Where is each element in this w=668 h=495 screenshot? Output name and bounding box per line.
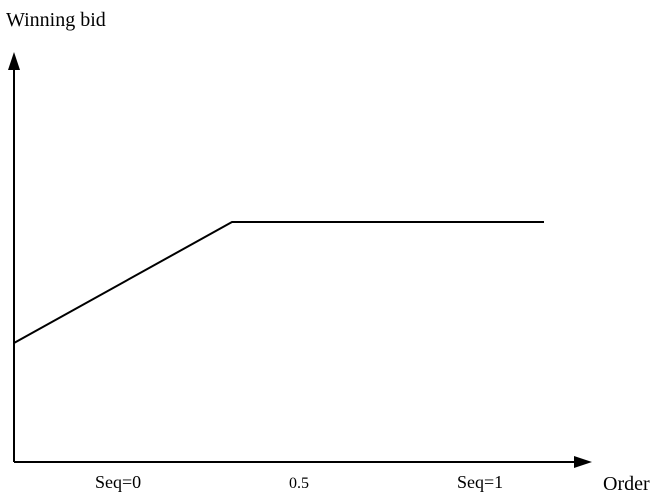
y-axis-label: Winning bid: [6, 9, 106, 31]
x-tick-seq0: Seq=0: [95, 472, 141, 492]
x-axis-label: Order: [603, 473, 650, 495]
x-tick-half: 0.5: [289, 475, 309, 492]
x-axis-arrowhead: [574, 456, 592, 468]
y-axis-arrowhead: [8, 52, 20, 70]
winning-bid-curve: [13, 221, 544, 344]
x-tick-seq1: Seq=1: [457, 472, 503, 492]
